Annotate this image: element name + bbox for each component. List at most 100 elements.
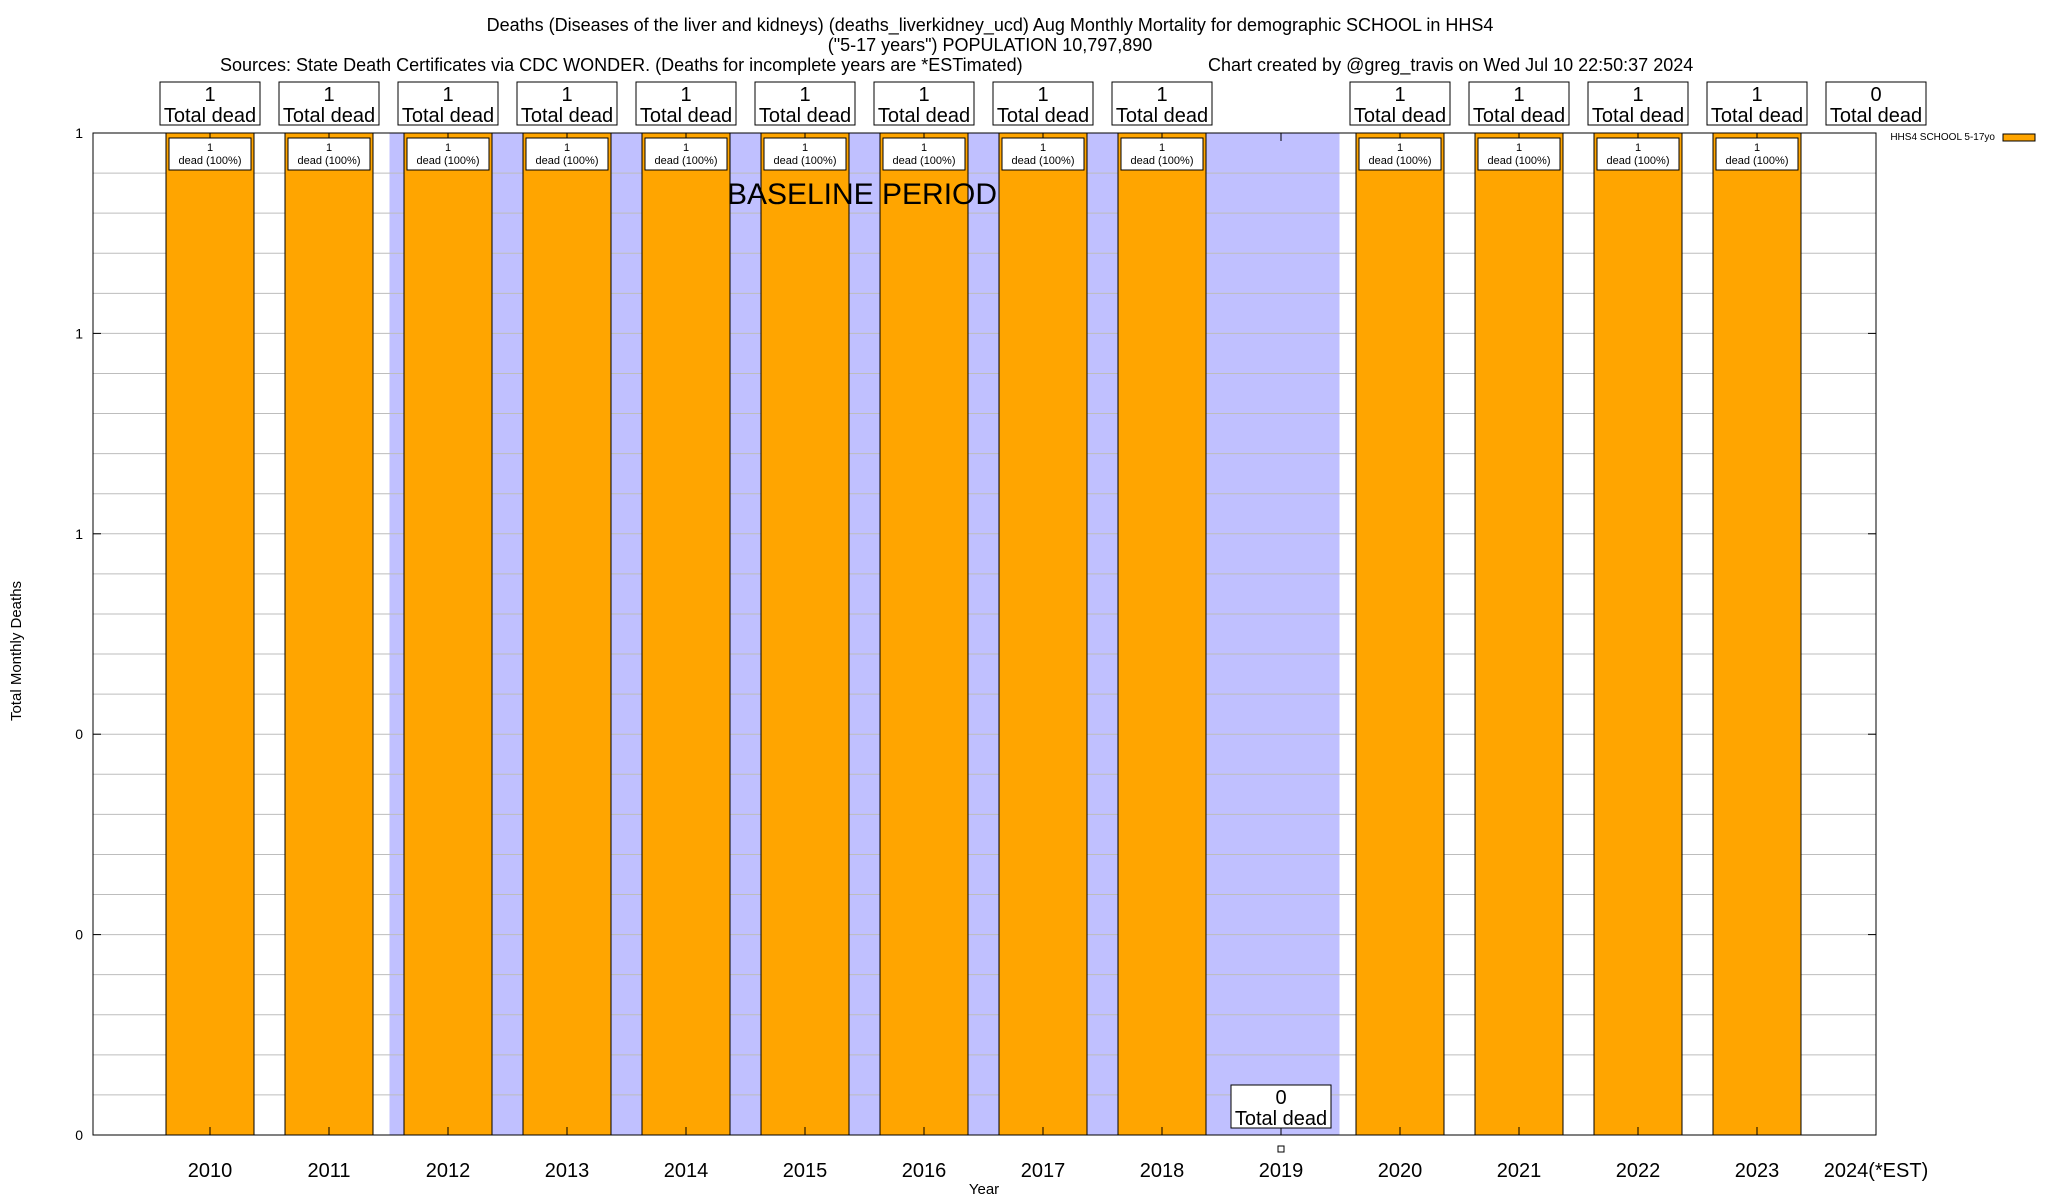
bar-value-label: 1 [207,142,213,154]
x-axis-title: Year [969,1181,999,1198]
total-caption: Total dead [759,105,851,127]
bar-value-label: 1 [802,142,808,154]
bar-2010 [165,132,255,1136]
total-label-box [873,81,975,126]
x-tick-label: 2015 [783,1160,828,1182]
total-label-box [278,81,380,126]
bar-2013 [522,132,612,1136]
x-tick-label: 2018 [1140,1160,1185,1182]
total-caption: Total dead [1711,105,1803,127]
legend-swatch [2002,133,2036,142]
bar-2020 [1355,132,1445,1136]
bar-value-label: 1 [1397,142,1403,154]
x-tick-label: 2010 [188,1160,233,1182]
x-tick-label: 2024(*EST) [1824,1160,1929,1182]
bar-value-label: 1 [921,142,927,154]
bar-percent-label: dead (100%) [1012,155,1075,167]
total-caption: Total dead [640,105,732,127]
bar-value-label: 1 [1159,142,1165,154]
bar-percent-label: dead (100%) [298,155,361,167]
total-value: 1 [1037,84,1048,106]
bar-value-label-box [1477,137,1561,171]
total-caption: Total dead [402,105,494,127]
bar-percent-label: dead (100%) [1726,155,1789,167]
total-label-box [1706,81,1808,126]
bar-value-label-box [525,137,609,171]
bar-value-label-box [882,137,966,171]
total-caption: Total dead [878,105,970,127]
bar-value-label-box [644,137,728,171]
bar-2015 [760,132,850,1136]
total-label-box [992,81,1094,126]
bar-value-label: 1 [1516,142,1522,154]
bar-value-label-box [1596,137,1680,171]
bar-2016 [879,132,969,1136]
x-tick-label: 2023 [1735,1160,1780,1182]
bar-percent-label: dead (100%) [417,155,480,167]
axes: 0 0 0 1 1 1 2010 2011 2012 2013 2014 2015 2016 2017 20… [75,125,1928,1182]
x-tick-label: 2021 [1497,1160,1542,1182]
total-value: 0 [1275,1087,1286,1109]
total-label-box [397,81,499,126]
total-value: 0 [1870,84,1881,106]
sources-line: Sources: State Death Certificates via CD… [220,55,1023,75]
total-label-box [516,81,618,126]
total-value: 1 [680,84,691,106]
total-caption: Total dead [1592,105,1684,127]
total-value: 1 [1632,84,1643,106]
bar-percent-label: dead (100%) [179,155,242,167]
bar-value-label-box [168,137,252,171]
title-line-1: Deaths (Diseases of the liver and kidney… [487,15,1494,36]
bar-value-label-box [1715,137,1799,171]
y-tick-label: 1 [75,125,83,141]
bar-percent-label: dead (100%) [1488,155,1551,167]
total-value: 1 [323,84,334,106]
total-caption: Total dead [1235,1108,1327,1130]
x-tick-label: 2019 [1259,1160,1304,1182]
total-label-box [1349,81,1451,126]
x-tick-label: 2012 [426,1160,471,1182]
bar-value-label: 1 [445,142,451,154]
total-caption: Total dead [1830,105,1922,127]
bar-2017 [998,132,1088,1136]
bar-value-label: 1 [683,142,689,154]
bar-value-label-box [763,137,847,171]
bar-percent-label: dead (100%) [1369,155,1432,167]
bars [165,132,1802,1153]
y-tick-label: 0 [75,726,83,742]
bar-value-label: 1 [564,142,570,154]
total-value: 1 [204,84,215,106]
chart-title: Deaths (Diseases of the liver and kidney… [220,15,1693,76]
bar-value-label-box [1358,137,1442,171]
y-tick-label: 1 [75,526,83,542]
grid-lines [93,172,1876,1096]
total-caption: Total dead [1116,105,1208,127]
x-tick-label: 2016 [902,1160,947,1182]
total-label-box [1468,81,1570,126]
bar-value-label-box [1001,137,1085,171]
total-label-box [754,81,856,126]
total-caption: Total dead [997,105,1089,127]
baseline-period-label: BASELINE PERIOD [727,178,997,211]
total-value: 1 [1394,84,1405,106]
bar-value-label: 1 [326,142,332,154]
x-tick-label: 2022 [1616,1160,1661,1182]
bar-2011 [284,132,374,1136]
x-tick-label: 2011 [307,1160,350,1182]
total-caption: Total dead [283,105,375,127]
x-tick-label: 2020 [1378,1160,1423,1182]
bar-value-label-box [287,137,371,171]
legend: HHS4 SCHOOL 5-17yo [1890,132,2036,143]
total-value: 1 [1751,84,1762,106]
total-label-box [1111,81,1213,126]
bar-2022 [1593,132,1683,1136]
bar-2023 [1712,132,1802,1136]
total-label-box [159,81,261,126]
bar-value-label: 1 [1040,142,1046,154]
legend-label: HHS4 SCHOOL 5-17yo [1890,132,1995,143]
total-value: 1 [442,84,453,106]
bar-percent-label: dead (100%) [893,155,956,167]
bar-2018 [1117,132,1207,1136]
